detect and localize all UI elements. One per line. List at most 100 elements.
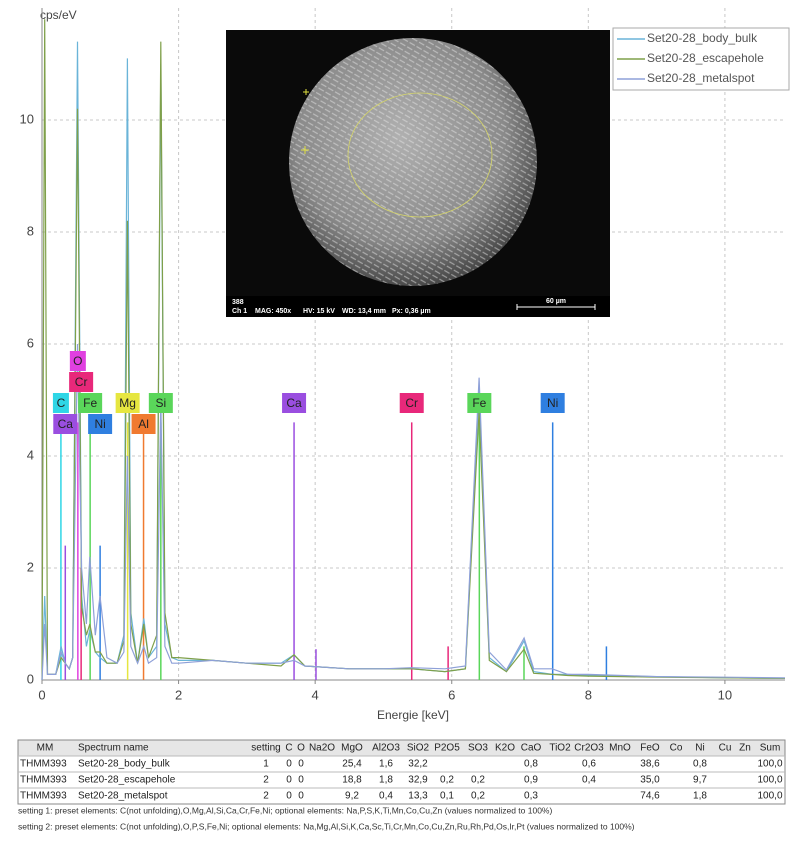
table-header: SiO2 xyxy=(407,743,430,754)
x-tick-label: 2 xyxy=(175,687,182,702)
table-header: Cu xyxy=(719,743,732,754)
element-label-box xyxy=(282,393,307,413)
table-cell: THMM393 xyxy=(20,775,67,786)
table-cell: 0,2 xyxy=(440,775,454,786)
image-px: Px: 0,36 µm xyxy=(392,308,431,315)
x-tick-label: 4 xyxy=(312,687,319,702)
element-label-box xyxy=(52,393,69,413)
table-cell: Set20-28_escapehole xyxy=(78,775,176,786)
x-tick-label: 6 xyxy=(448,687,455,702)
element-label: Cr xyxy=(399,393,424,413)
table-cell: 0 xyxy=(298,791,304,802)
spot-markers xyxy=(301,89,309,154)
x-tick-label: 8 xyxy=(585,687,592,702)
element-label-text: Si xyxy=(155,396,166,410)
x-tick-label: 10 xyxy=(718,687,732,702)
table-cell: 9,7 xyxy=(693,775,707,786)
table-header: K2O xyxy=(495,743,515,754)
element-label-text: O xyxy=(73,354,82,368)
table-header: TiO2 xyxy=(549,743,571,754)
table-cell: 100,0 xyxy=(757,791,782,802)
table-cell: 38,6 xyxy=(640,759,660,770)
element-label-text: Fe xyxy=(83,396,97,410)
scale-bar-label: 60 µm xyxy=(546,298,566,305)
legend-label: Set20-28_metalspot xyxy=(647,71,755,85)
table-header: Na2O xyxy=(309,743,335,754)
table-cell: 0,1 xyxy=(440,791,454,802)
element-label: Ca xyxy=(53,414,78,434)
table-cell: 0 xyxy=(298,775,304,786)
element-label-text: Ni xyxy=(547,396,558,410)
element-label-box xyxy=(115,393,140,413)
table-cell: 0,2 xyxy=(471,775,485,786)
element-label: Ni xyxy=(540,393,565,413)
y-tick-label: 0 xyxy=(27,671,34,686)
element-label: Ni xyxy=(88,414,113,434)
legend-label: Set20-28_body_bulk xyxy=(647,31,758,45)
table-header: Al2O3 xyxy=(372,743,400,754)
table-header: O xyxy=(297,743,305,754)
element-label-box xyxy=(467,393,492,413)
note: setting 2: preset elements: C(not unfold… xyxy=(18,821,635,831)
y-tick-label: 2 xyxy=(27,559,34,574)
table-area: MM Spectrum name setting C O Na2O MgO Al2O3 SiO2… xyxy=(17,739,786,831)
table-header: SO3 xyxy=(468,743,488,754)
chart: cps/eV Energie [keV] 0 2 4 6 8 10 0 2 4 6 8 10 C Ca Cr… xyxy=(20,8,790,722)
table-cell: 0 xyxy=(298,759,304,770)
table-cell: THMM393 xyxy=(20,759,67,770)
table-cell: 1,8 xyxy=(693,791,707,802)
element-label: O xyxy=(69,351,86,371)
element-label-box xyxy=(53,414,78,434)
sphere-texture xyxy=(289,38,537,286)
image-number: 388 xyxy=(232,299,244,306)
table-header: MM xyxy=(37,743,54,754)
table-cell: 0 xyxy=(286,775,292,786)
element-label-box xyxy=(399,393,424,413)
sem-image: 388 Ch 1 MAG: 450x HV: 15 kV WD: 13,4 mm… xyxy=(226,30,610,317)
element-label-box xyxy=(131,414,156,434)
table-header: Sum xyxy=(760,743,781,754)
table-cell: 35,0 xyxy=(640,775,660,786)
table-header: P2O5 xyxy=(434,743,460,754)
element-label-text: C xyxy=(57,396,66,410)
table-cell: 0,8 xyxy=(693,759,707,770)
table-header: Zn xyxy=(739,743,751,754)
table-cell: 2 xyxy=(263,791,269,802)
table-cell: 25,4 xyxy=(342,759,362,770)
table-cell: 1 xyxy=(263,759,269,770)
table-header: Co xyxy=(670,743,683,754)
element-label-text: Ca xyxy=(58,417,74,431)
table-cell: 1,8 xyxy=(379,775,393,786)
element-label-text: Mg xyxy=(119,396,136,410)
table-cell: 1,6 xyxy=(379,759,393,770)
table-cell: 0,2 xyxy=(471,791,485,802)
y-tick-label: 10 xyxy=(20,111,34,126)
table-cell: 0,8 xyxy=(524,759,538,770)
image-channel: Ch 1 xyxy=(232,308,247,315)
y-tick-label: 4 xyxy=(27,447,34,462)
element-label-box xyxy=(69,372,94,392)
table-cell: 100,0 xyxy=(757,759,782,770)
table-header: MgO xyxy=(341,743,363,754)
table-cell: 74,6 xyxy=(640,791,660,802)
element-label: Cr xyxy=(69,372,94,392)
table-header: C xyxy=(285,743,292,754)
table-cell: 0,9 xyxy=(524,775,538,786)
table-cell: 32,2 xyxy=(408,759,428,770)
table-header: MnO xyxy=(609,743,631,754)
element-label-text: Cr xyxy=(405,396,418,410)
element-label: Mg xyxy=(115,393,140,413)
table-cell: 100,0 xyxy=(757,775,782,786)
table-cell: 0,6 xyxy=(582,759,596,770)
table-header: CaO xyxy=(521,743,542,754)
table-header: FeO xyxy=(640,743,660,754)
element-label-text: Ni xyxy=(94,417,105,431)
y-axis-label: cps/eV xyxy=(40,8,77,22)
x-axis-label: Energie [keV] xyxy=(377,708,449,722)
element-label-box xyxy=(69,351,86,371)
table-header: setting xyxy=(251,743,280,754)
table-cell: Set20-28_body_bulk xyxy=(78,759,171,770)
element-label-box xyxy=(540,393,565,413)
y-tick-label: 8 xyxy=(27,223,34,238)
